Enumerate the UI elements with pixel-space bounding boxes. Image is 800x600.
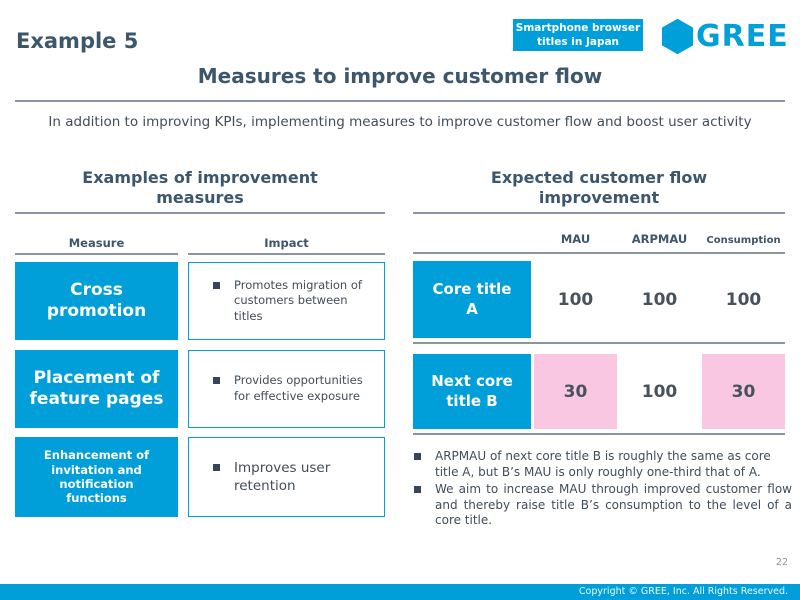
left-section-heading-text: Examples of improvement measures (82, 168, 318, 207)
left-section-heading: Examples of improvement measures (15, 168, 385, 215)
page-number: 22 (775, 557, 788, 568)
column-header-arpmau: ARPMAU (631, 232, 688, 246)
value-arpmau: 100 (641, 382, 678, 402)
page-title: Measures to improve customer flow (197, 64, 603, 88)
kpi-row-next-core-title-b: Next core title B 30 100 30 (413, 351, 785, 435)
column-header-consumption: Consumption (706, 235, 781, 246)
kpi-table-header: MAU ARPMAU Consumption (413, 228, 785, 254)
column-header-mau: MAU (560, 232, 591, 246)
row-label: Next core title B (413, 354, 531, 429)
analysis-notes: ARPMAU of next core title B is roughly t… (414, 449, 792, 529)
note-text: We aim to increase MAU through improved … (435, 482, 792, 528)
measure-box-invitation-functions: Enhancement of invitation and notificati… (15, 437, 178, 517)
measure-label: Enhancement of invitation and notificati… (43, 448, 150, 506)
impact-box-cross-promotion: Promotes migration of customers between … (188, 262, 385, 340)
row-label: Core title A (413, 261, 531, 338)
value-consumption: 100 (725, 290, 762, 310)
impact-note: Promotes migration of customers between … (213, 278, 374, 325)
title-divider (15, 100, 785, 102)
badge-line-1: Smartphone browser (515, 21, 641, 34)
measure-box-feature-pages: Placement of feature pages (15, 350, 178, 428)
category-badge: Smartphone browser titles in Japan (513, 19, 643, 51)
impact-text: Improves user retention (234, 459, 331, 494)
measure-label: Placement of feature pages (29, 367, 164, 409)
value-consumption-highlighted: 30 (702, 354, 785, 429)
badge-line-2: titles in Japan (536, 36, 620, 48)
kpi-row-core-title-a: Core title A 100 100 100 (413, 258, 785, 344)
impact-box-feature-pages: Provides opportunities for effective exp… (188, 350, 385, 428)
bullet-square-icon (213, 281, 220, 289)
bullet-square-icon (414, 453, 421, 460)
note-text: ARPMAU of next core title B is roughly t… (435, 449, 771, 479)
spacer-cell (413, 246, 531, 252)
measure-label: Cross promotion (46, 279, 147, 321)
value-mau: 100 (557, 290, 594, 310)
impact-note: Provides opportunities for effective exp… (213, 373, 374, 404)
impact-text: Provides opportunities for effective exp… (234, 373, 363, 403)
right-section-heading-text: Expected customer flow improvement (490, 168, 708, 207)
bullet-square-icon (414, 486, 421, 494)
value-arpmau: 100 (641, 290, 678, 310)
logo-text: GREE (696, 19, 789, 54)
note-item: ARPMAU of next core title B is roughly t… (414, 449, 792, 480)
subtitle: In addition to improving KPIs, implement… (48, 114, 752, 130)
impact-text: Promotes migration of customers between … (234, 277, 362, 323)
gree-logo: GREE (659, 18, 789, 55)
column-header-impact: Impact (188, 236, 385, 255)
impact-box-invitation-functions: Improves user retention (188, 437, 385, 517)
hexagon-icon (659, 18, 696, 55)
measure-box-cross-promotion: Cross promotion (15, 262, 178, 340)
column-header-measure: Measure (15, 236, 178, 255)
value-mau-highlighted: 30 (534, 354, 617, 429)
impact-note: Improves user retention (213, 459, 374, 495)
right-section-heading: Expected customer flow improvement (413, 168, 785, 215)
copyright-bar: Copyright © GREE, Inc. All Rights Reserv… (0, 584, 800, 600)
bullet-square-icon (213, 463, 220, 471)
note-item: We aim to increase MAU through improved … (414, 482, 792, 529)
bullet-square-icon (213, 377, 220, 385)
example-label: Example 5 (16, 29, 139, 53)
